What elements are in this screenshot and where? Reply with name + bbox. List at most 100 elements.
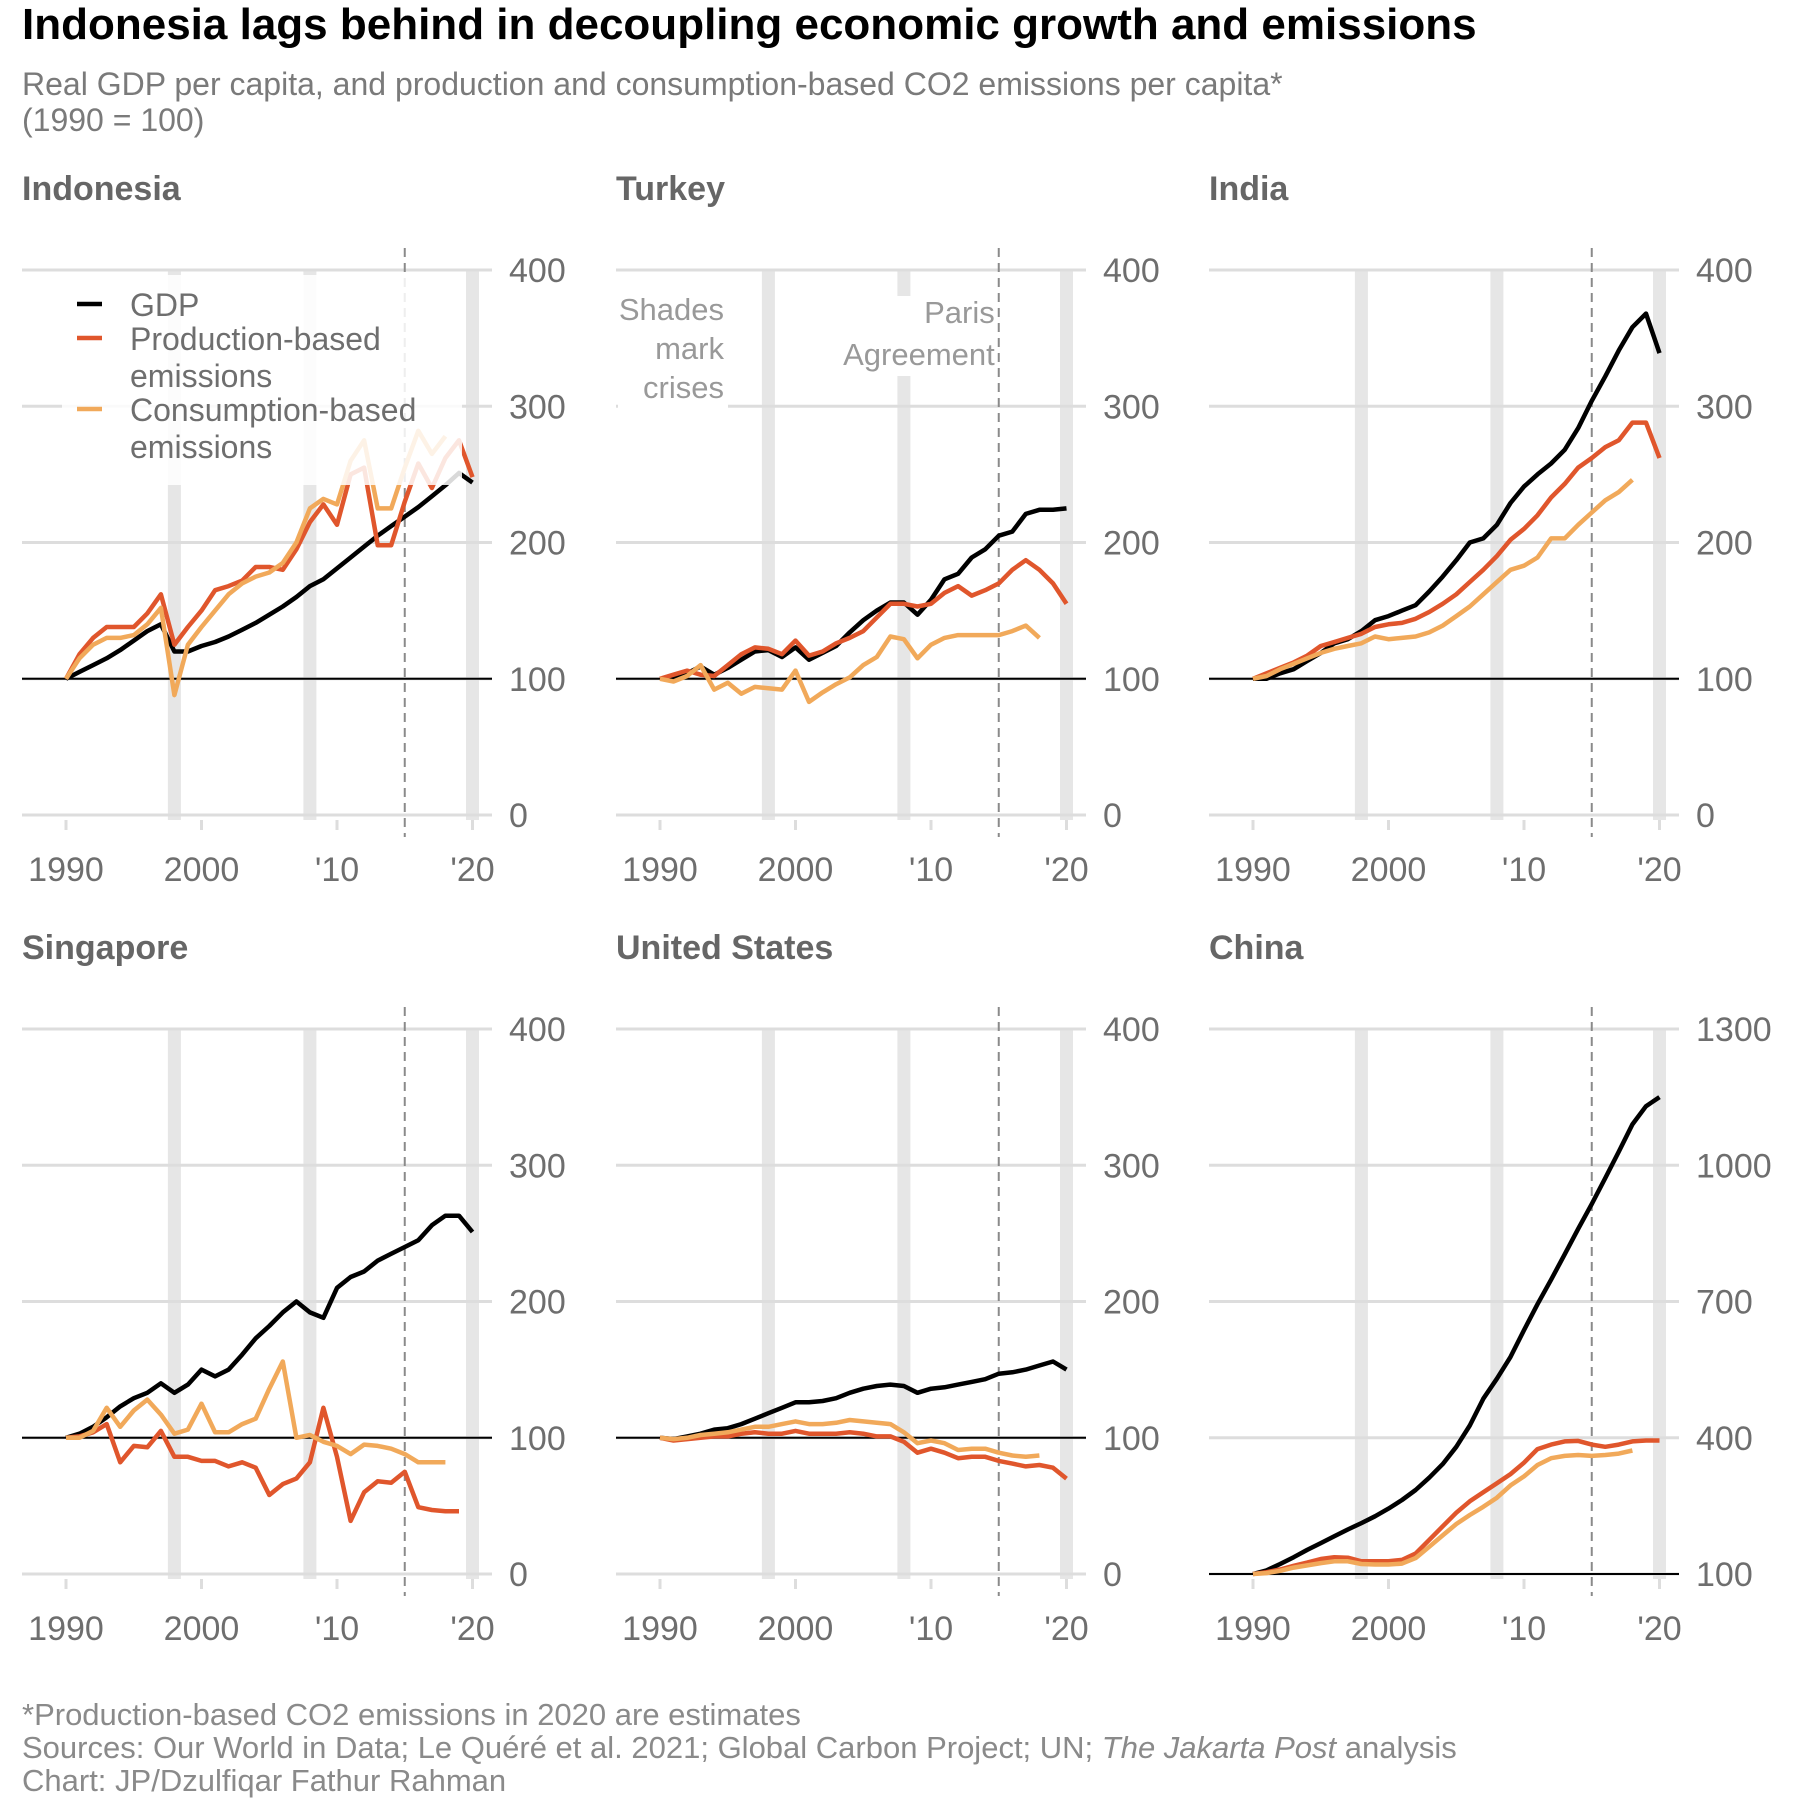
y-tick-label: 200 xyxy=(1696,525,1753,563)
series-line-production xyxy=(1252,1438,1660,1577)
x-tick-label: '20 xyxy=(1044,851,1088,889)
y-tick-label: 100 xyxy=(509,661,566,699)
y-tick-label: 200 xyxy=(509,525,566,563)
series-line-production xyxy=(65,1405,459,1524)
subtitle-line-1: Real GDP per capita, and production and … xyxy=(22,66,1283,102)
subtitle-line-2: (1990 = 100) xyxy=(22,102,205,138)
legend-label: GDP xyxy=(130,287,199,323)
annotation-shades-text: mark xyxy=(655,331,724,366)
x-tick-label: '10 xyxy=(909,1610,953,1648)
sources: Sources: Our World in Data; Le Quéré et … xyxy=(22,1731,1457,1764)
y-tick-label: 0 xyxy=(1103,797,1122,835)
x-tick-label: 1990 xyxy=(622,851,698,889)
panel-title: Indonesia xyxy=(22,170,182,208)
annotation-bg xyxy=(618,292,728,420)
crisis-shade xyxy=(1490,270,1504,820)
y-tick-label: 200 xyxy=(1103,525,1160,563)
series-line-consumption xyxy=(659,623,1041,705)
chart-credit: Chart: JP/Dzulfiqar Fathur Rahman xyxy=(22,1763,507,1798)
panel-title: Singapore xyxy=(22,929,188,967)
y-tick-label: 1000 xyxy=(1696,1147,1772,1185)
series-line-gdp xyxy=(1253,311,1662,682)
y-tick-label: 400 xyxy=(1103,252,1160,290)
x-tick-label: '20 xyxy=(1044,1610,1088,1648)
y-tick-label: 400 xyxy=(509,252,566,290)
series-line-consumption xyxy=(66,1359,446,1465)
crisis-shade xyxy=(167,1029,181,1579)
series-line-gdp xyxy=(660,506,1067,682)
crisis-shade xyxy=(761,270,775,820)
y-tick-label: 100 xyxy=(1103,1420,1160,1458)
footnote: *Production-based CO2 emissions in 2020 … xyxy=(22,1697,801,1732)
annotation-paris-text: Paris xyxy=(924,295,995,330)
panel-title: Turkey xyxy=(616,170,725,208)
y-tick-label: 100 xyxy=(1696,661,1753,699)
x-tick-label: '10 xyxy=(1502,851,1546,889)
chart-title: Indonesia lags behind in decoupling econ… xyxy=(22,0,1477,49)
x-tick-label: 1990 xyxy=(28,1610,104,1648)
crisis-shade xyxy=(1653,1029,1666,1579)
x-tick-label: '10 xyxy=(909,851,953,889)
series-line-gdp xyxy=(659,1359,1068,1442)
legend-bg xyxy=(62,275,462,485)
crisis-shade xyxy=(1060,270,1073,820)
series-line-gdp xyxy=(1252,1095,1661,1577)
y-tick-label: 0 xyxy=(509,1556,528,1594)
series-line-production xyxy=(659,1428,1068,1481)
y-tick-label: 100 xyxy=(1696,1556,1753,1594)
legend-label: Consumption-based xyxy=(130,392,416,428)
x-tick-label: 1990 xyxy=(28,851,104,889)
x-tick-label: 1990 xyxy=(1215,1610,1291,1648)
panel-title: China xyxy=(1209,929,1305,967)
crisis-shade xyxy=(466,270,479,820)
legend-label: Production-based xyxy=(130,321,381,357)
x-tick-label: '20 xyxy=(1637,1610,1681,1648)
panel-title: India xyxy=(1209,170,1289,208)
panel-india: India 0 100 200 300 400 1990 2000 '10 '20 xyxy=(1209,170,1753,889)
crisis-shade xyxy=(761,1029,775,1579)
crisis-shade xyxy=(1354,270,1368,820)
y-tick-label: 400 xyxy=(1103,1011,1160,1049)
x-tick-label: '10 xyxy=(1502,1610,1546,1648)
x-tick-label: '20 xyxy=(450,1610,494,1648)
legend-label: emissions xyxy=(130,429,272,465)
legend-label: emissions xyxy=(130,358,272,394)
x-tick-label: 2000 xyxy=(164,1610,240,1648)
series-line-consumption xyxy=(1252,1448,1633,1577)
crisis-shade xyxy=(303,1029,317,1579)
x-tick-label: 1990 xyxy=(622,1610,698,1648)
y-tick-label: 0 xyxy=(1103,1556,1122,1594)
y-tick-label: 700 xyxy=(1696,1284,1753,1322)
series-line-consumption xyxy=(1252,478,1634,682)
y-tick-label: 400 xyxy=(509,1011,566,1049)
x-tick-label: 2000 xyxy=(164,851,240,889)
x-tick-label: 2000 xyxy=(1351,1610,1427,1648)
series-line-gdp xyxy=(65,1213,475,1440)
annotation-paris-text: Agreement xyxy=(843,337,995,372)
y-tick-label: 300 xyxy=(509,388,566,426)
y-tick-label: 300 xyxy=(1696,388,1753,426)
panel-united-states: United States 0 100 200 300 400 1990 2000 '10 '20 xyxy=(616,929,1160,1648)
panel-title: United States xyxy=(616,929,833,967)
y-tick-label: 0 xyxy=(509,797,528,835)
series-line-production xyxy=(659,557,1069,681)
y-tick-label: 400 xyxy=(1696,1420,1753,1458)
y-tick-label: 100 xyxy=(509,1420,566,1458)
sources-publication: The Jakarta Post xyxy=(1101,1730,1337,1765)
sources-prefix: Sources: Our World in Data; Le Quéré et … xyxy=(22,1730,1102,1765)
x-tick-label: 2000 xyxy=(758,1610,834,1648)
chart-subtitle: Real GDP per capita, and production and … xyxy=(22,66,1283,138)
x-tick-label: '10 xyxy=(315,1610,359,1648)
series-line-consumption xyxy=(64,428,448,698)
annotation-bg xyxy=(828,296,995,376)
x-tick-label: 2000 xyxy=(1351,851,1427,889)
y-tick-label: 100 xyxy=(1103,661,1160,699)
y-tick-label: 200 xyxy=(509,1284,566,1322)
series-line-gdp xyxy=(64,470,474,681)
y-tick-label: 0 xyxy=(1696,797,1715,835)
panel-turkey: Turkey 0 100 200 300 400 1990 2000 '10 '20 Shades m… xyxy=(616,170,1160,889)
annotation-shades-text: crises xyxy=(643,370,724,405)
y-tick-label: 200 xyxy=(1103,1284,1160,1322)
x-tick-label: '20 xyxy=(450,851,494,889)
crisis-shade xyxy=(1354,1029,1368,1579)
